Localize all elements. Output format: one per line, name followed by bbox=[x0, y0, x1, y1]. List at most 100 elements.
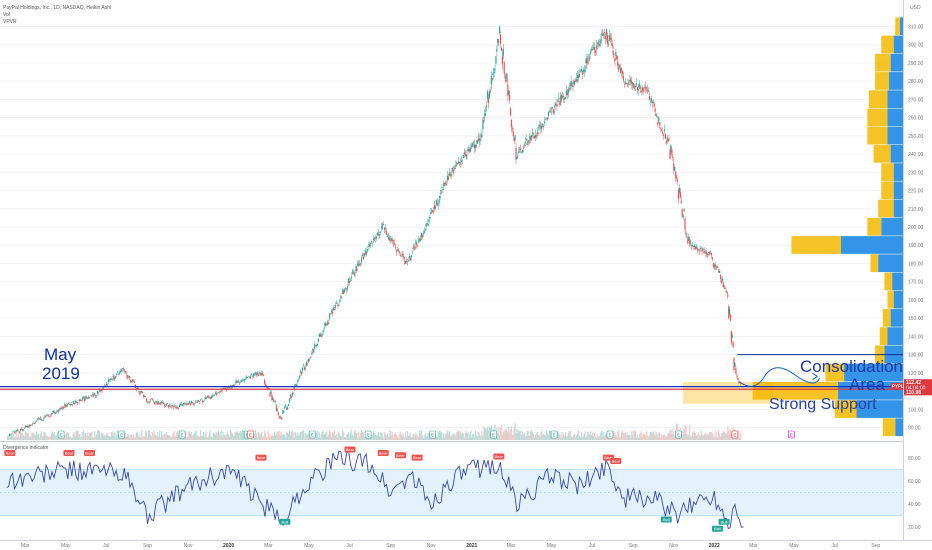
candle-body bbox=[657, 121, 659, 125]
candle-body bbox=[91, 395, 93, 397]
indicator-series-line[interactable] bbox=[6, 450, 744, 530]
candle-body bbox=[728, 306, 730, 319]
volume-bar bbox=[618, 430, 620, 440]
volume-bar bbox=[516, 429, 518, 440]
candle-body bbox=[537, 133, 539, 134]
vpvr-down-bar bbox=[881, 163, 894, 181]
candle-body bbox=[473, 144, 476, 149]
indicator-title[interactable]: Divergence indicator bbox=[3, 445, 49, 451]
volume-bar bbox=[524, 436, 526, 440]
volume-bar bbox=[709, 432, 711, 440]
candle-body bbox=[192, 403, 194, 405]
volume-bar bbox=[16, 431, 18, 440]
vpvr-down-bar bbox=[867, 108, 888, 127]
candle-body bbox=[414, 247, 416, 250]
earnings-marker[interactable] bbox=[675, 430, 682, 439]
volume-bar bbox=[345, 434, 348, 440]
volume-bar bbox=[509, 432, 511, 440]
candle-body bbox=[20, 428, 22, 431]
candle-body bbox=[733, 357, 735, 371]
candle-body bbox=[520, 148, 522, 151]
earnings-marker[interactable] bbox=[247, 430, 254, 439]
volume-bar bbox=[255, 433, 257, 440]
volume-bar bbox=[271, 435, 273, 440]
candle-body bbox=[67, 403, 70, 404]
volume-bar bbox=[663, 435, 666, 440]
volume-bar bbox=[186, 437, 188, 440]
volume-bar bbox=[480, 437, 482, 440]
earnings-marker[interactable] bbox=[788, 430, 795, 439]
volume-bar bbox=[373, 432, 376, 440]
volume-bar bbox=[461, 432, 463, 440]
volume-bar bbox=[35, 431, 38, 440]
candle-body bbox=[683, 209, 685, 212]
volume-bar bbox=[348, 436, 350, 440]
vpvr-up-bar bbox=[881, 217, 903, 236]
earnings-marker[interactable] bbox=[550, 430, 558, 439]
candle-body bbox=[709, 252, 711, 255]
volume-bar bbox=[106, 433, 108, 440]
volume-bar bbox=[353, 430, 355, 440]
earnings-marker[interactable] bbox=[731, 430, 739, 439]
volume-bar bbox=[102, 433, 104, 440]
volume-bar bbox=[563, 436, 566, 440]
candle-body bbox=[534, 134, 536, 138]
volume-bar bbox=[374, 434, 376, 440]
volume-bar bbox=[647, 435, 649, 440]
candle-body bbox=[441, 186, 443, 189]
candle-body bbox=[240, 381, 242, 383]
volume-bar bbox=[576, 434, 578, 440]
candle-body bbox=[618, 67, 620, 71]
candle-body bbox=[502, 48, 504, 56]
candle-body bbox=[472, 141, 475, 143]
volume-bar bbox=[97, 430, 100, 440]
volume-bar bbox=[614, 433, 616, 440]
earnings-marker[interactable] bbox=[606, 430, 614, 439]
candle-body bbox=[645, 86, 647, 89]
earnings-marker[interactable] bbox=[429, 430, 436, 439]
earnings-marker[interactable] bbox=[178, 430, 186, 439]
volume-bar bbox=[55, 435, 57, 440]
vpvr-legend[interactable]: VPVR bbox=[3, 19, 17, 25]
candle-body bbox=[96, 391, 99, 394]
volume-bar bbox=[646, 430, 648, 440]
candle-body bbox=[60, 407, 62, 409]
candle-body bbox=[377, 232, 379, 234]
candle-body bbox=[119, 371, 122, 373]
vpvr-up-bar bbox=[887, 90, 903, 109]
candle-body bbox=[495, 56, 497, 64]
volume-bar bbox=[319, 437, 321, 440]
candle-body bbox=[518, 151, 520, 153]
volume-bar bbox=[479, 435, 481, 440]
earnings-marker[interactable] bbox=[57, 430, 65, 439]
earnings-marker[interactable] bbox=[118, 430, 125, 439]
candle-body bbox=[274, 401, 277, 403]
candle-body bbox=[600, 39, 602, 44]
consolidation-path[interactable] bbox=[739, 367, 820, 387]
volume-bar bbox=[100, 433, 102, 440]
candle-body bbox=[362, 256, 365, 260]
volume-bar bbox=[728, 434, 731, 440]
candle-body bbox=[648, 91, 650, 92]
volume-bar bbox=[540, 432, 542, 440]
volume-bar bbox=[141, 430, 143, 440]
candle-body bbox=[678, 187, 681, 193]
candle-body bbox=[513, 138, 515, 142]
earnings-marker[interactable] bbox=[364, 430, 372, 439]
volume-bar bbox=[290, 431, 292, 440]
candle-body bbox=[543, 125, 545, 127]
volume-bar bbox=[112, 435, 114, 440]
earnings-marker[interactable] bbox=[490, 430, 497, 439]
candle-body bbox=[40, 418, 42, 420]
volume-bar bbox=[346, 433, 349, 440]
candle-body bbox=[194, 402, 196, 404]
earnings-marker[interactable] bbox=[308, 430, 316, 439]
candle-body bbox=[453, 169, 455, 171]
volume-legend[interactable]: Vol bbox=[3, 12, 10, 18]
volume-bar bbox=[372, 434, 374, 440]
candle-body bbox=[231, 385, 233, 387]
volume-bar bbox=[620, 432, 623, 440]
candle-body bbox=[675, 171, 677, 178]
